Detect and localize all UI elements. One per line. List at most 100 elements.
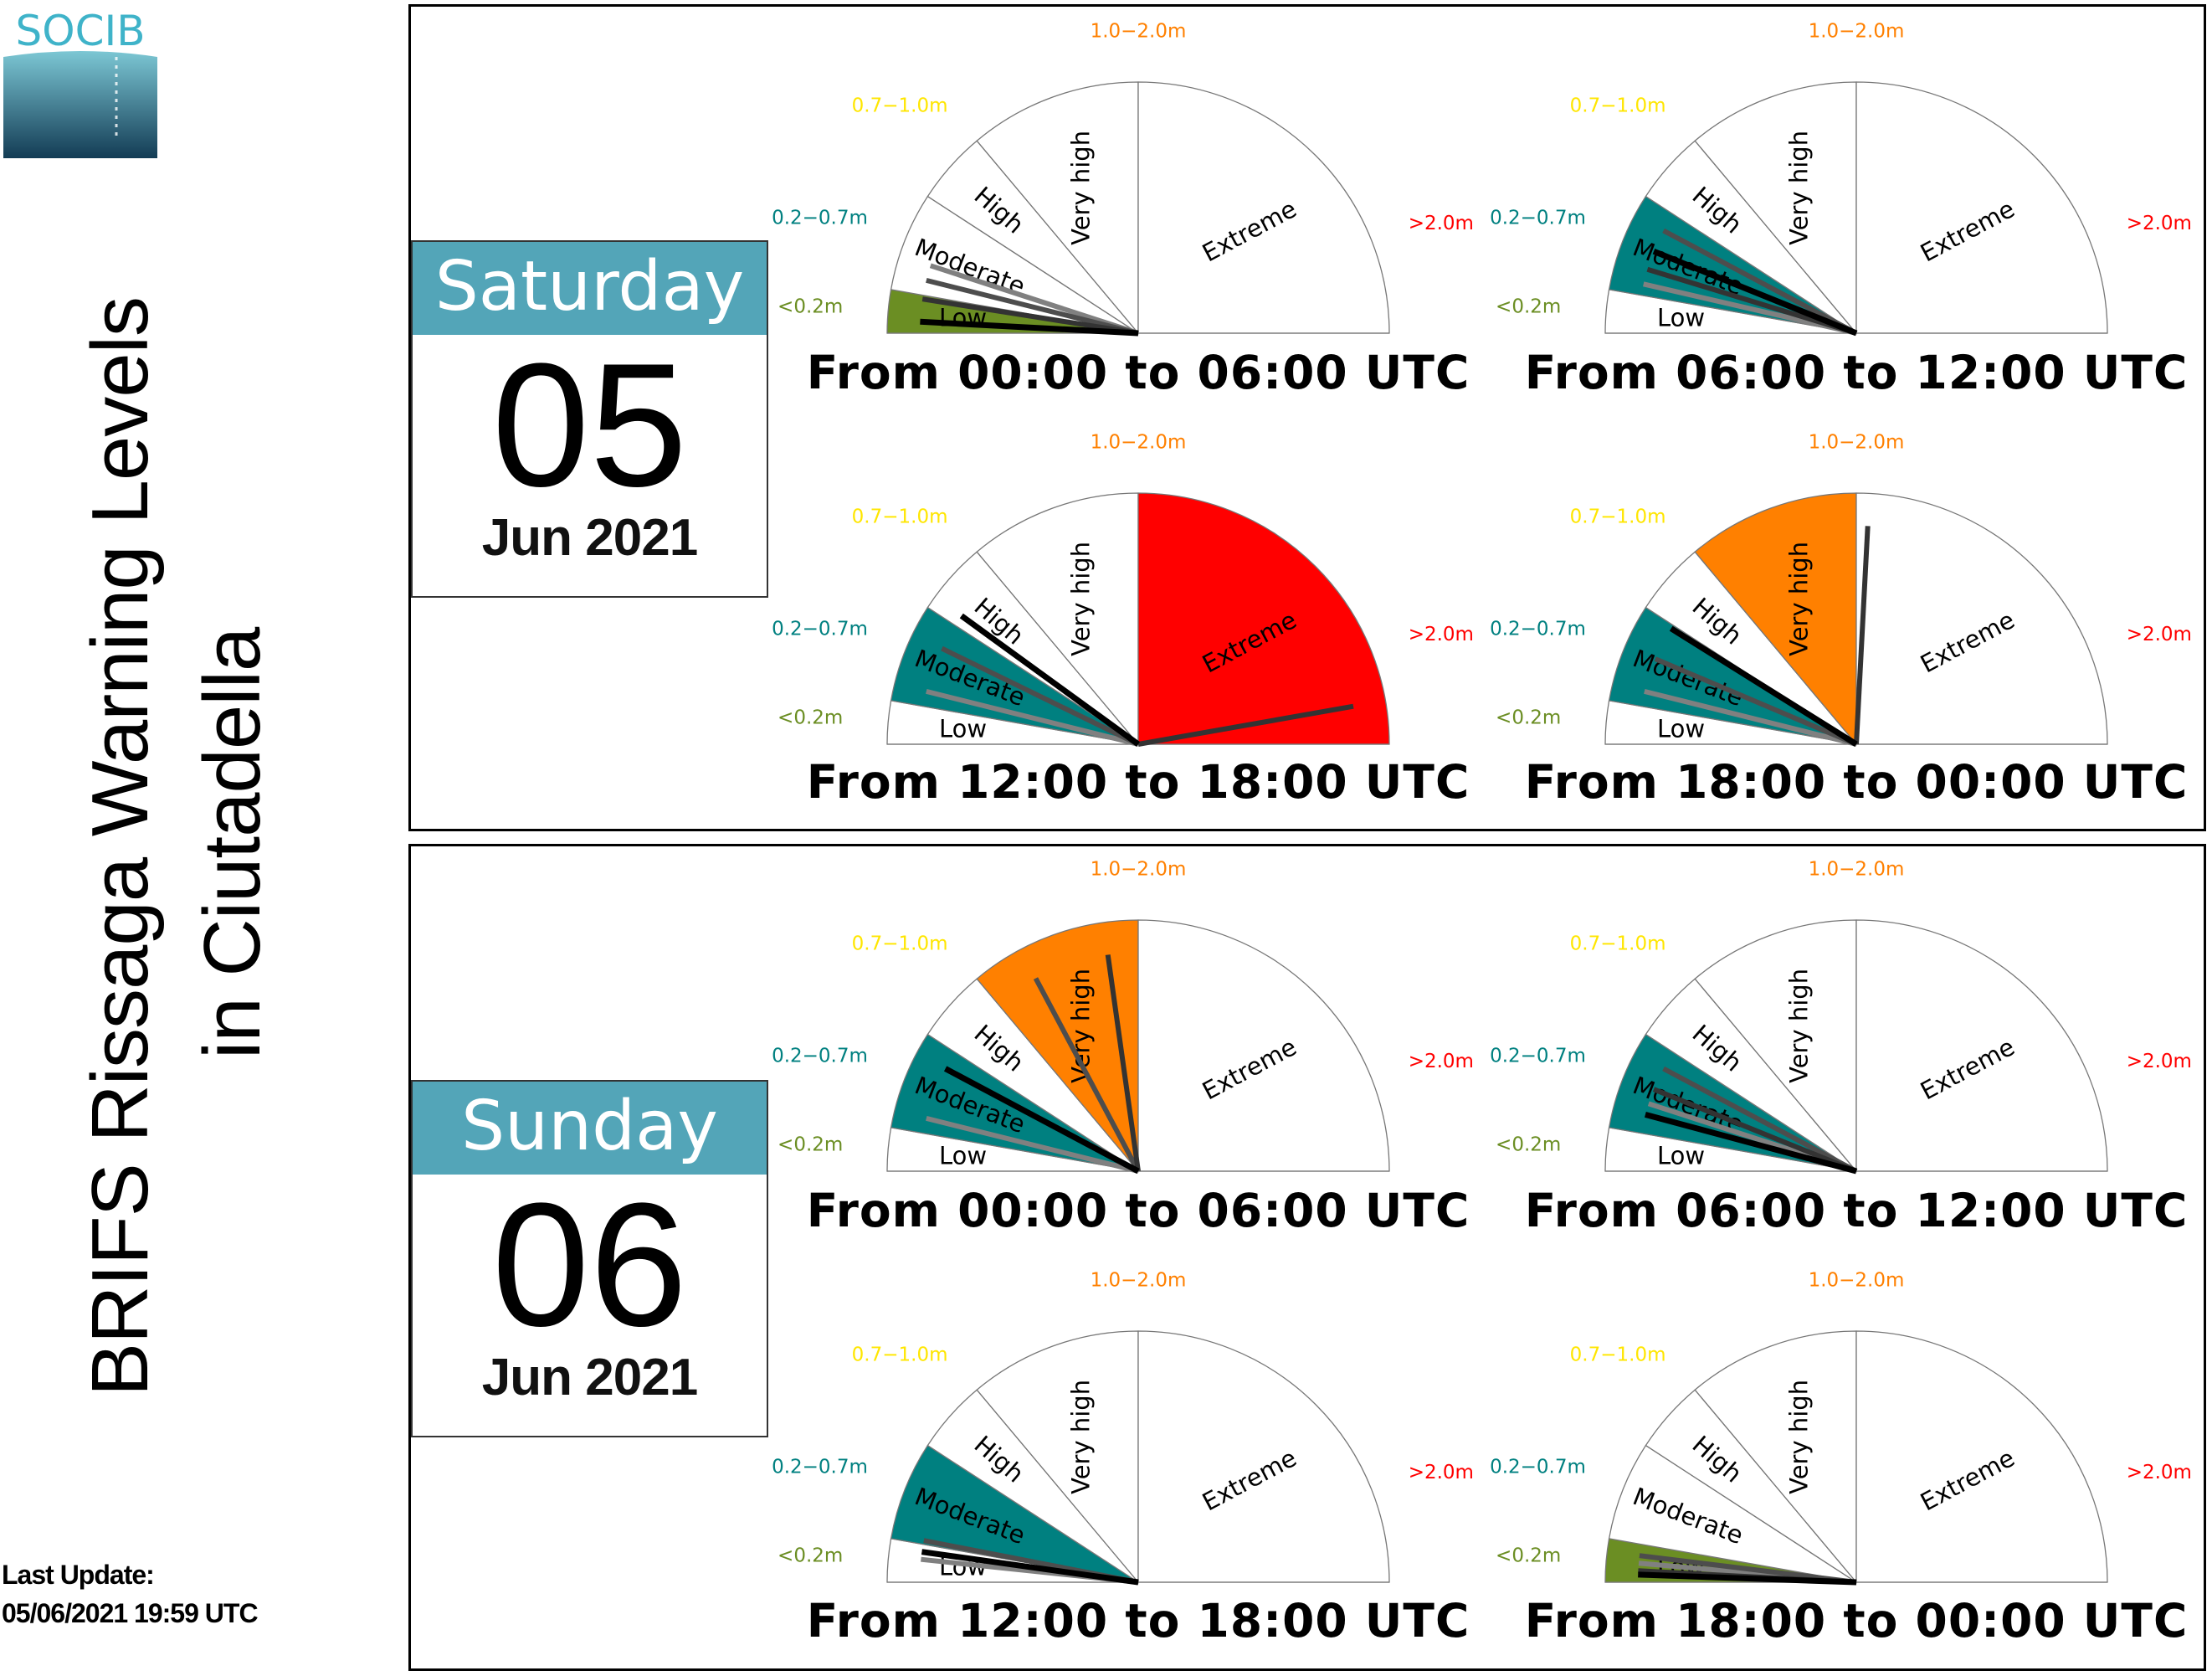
needle	[1652, 1087, 1858, 1174]
last-update-value: 05/06/2021 19:59 UTC	[2, 1598, 259, 1628]
threshold-label: 0.7−1.0m	[852, 506, 948, 527]
threshold-label: 1.0−2.0m	[1809, 859, 1905, 881]
needle	[1646, 266, 1857, 336]
gauge-sector-very-high	[1694, 919, 1857, 1173]
gauge-sector-moderate	[890, 606, 1139, 745]
threshold-label: >2.0m	[1409, 1051, 1474, 1072]
period-label: From 12:00 to 18:00 UTC	[806, 1594, 1470, 1648]
level-label: Low	[1657, 1142, 1705, 1170]
level-label: Very high	[1784, 542, 1813, 656]
last-update: Last Update: 05/06/2021 19:59 UTC	[2, 1555, 259, 1632]
threshold-label: <0.2m	[778, 1134, 843, 1156]
gauge-sector-moderate	[1608, 1444, 1857, 1583]
level-label: Very high	[1784, 1380, 1813, 1494]
level-label: Low	[1657, 304, 1705, 332]
threshold-label: <0.2m	[1496, 1134, 1561, 1156]
threshold-label: 1.0−2.0m	[1809, 432, 1905, 454]
threshold-label: 0.7−1.0m	[1570, 506, 1666, 527]
threshold-label: 0.7−1.0m	[852, 1344, 948, 1365]
period-label: From 06:00 to 12:00 UTC	[1524, 1184, 2189, 1237]
needle	[921, 1549, 1139, 1586]
gauge-sector-very-high	[1694, 81, 1857, 335]
needle	[929, 263, 1139, 336]
title-line-2: in Ciutadella	[187, 626, 277, 1059]
socib-logo: SOCIB	[3, 7, 157, 158]
day-panel-sunday	[408, 844, 2206, 1671]
last-update-label: Last Update:	[2, 1560, 155, 1590]
date-box-saturday: Saturday 05 Jun 2021	[411, 240, 768, 598]
needle	[1662, 228, 1858, 336]
day-number: 05	[491, 326, 688, 523]
period-label: From 06:00 to 12:00 UTC	[1524, 346, 2189, 399]
threshold-label: >2.0m	[1409, 624, 1474, 645]
gauge-sector-extreme	[1137, 492, 1390, 745]
gauge-sector-extreme	[1855, 492, 2108, 745]
threshold-label: <0.2m	[778, 296, 843, 318]
needle	[920, 318, 1139, 337]
gauge-sector-extreme	[1137, 81, 1390, 334]
needle	[943, 1066, 1140, 1175]
needle	[1644, 688, 1857, 747]
gauge-sector-extreme	[1855, 81, 2108, 334]
gauge-sector-very-high	[976, 919, 1139, 1173]
needle	[1652, 248, 1858, 337]
gauge-sector-extreme	[1137, 1330, 1390, 1583]
gauge-sector-extreme	[1855, 919, 2108, 1172]
threshold-label: 0.7−1.0m	[852, 95, 948, 116]
weekday-label: Sunday	[413, 1082, 767, 1175]
level-label: Low	[1657, 715, 1705, 743]
period-label: From 00:00 to 06:00 UTC	[806, 346, 1470, 399]
threshold-label: <0.2m	[778, 707, 843, 729]
level-label: Very high	[1066, 131, 1095, 245]
gauge-sector-very-high	[976, 492, 1139, 746]
threshold-label: 1.0−2.0m	[1091, 432, 1187, 454]
threshold-label: 1.0−2.0m	[1091, 1270, 1187, 1292]
gauge-sector-very-high	[976, 81, 1139, 335]
needle	[1662, 1066, 1858, 1174]
gauge-sector-very-high	[1694, 1330, 1857, 1584]
needle	[1654, 656, 1858, 747]
gauge-sector-extreme	[1855, 1330, 2108, 1583]
gauge-sector-very-high	[1694, 492, 1857, 746]
needle	[1638, 1571, 1857, 1586]
threshold-label: >2.0m	[2127, 624, 2192, 645]
logo-text: SOCIB	[15, 7, 145, 55]
day-panel-saturday	[408, 4, 2206, 831]
gauge-sector-moderate	[890, 195, 1139, 334]
date-box-sunday: Sunday 06 Jun 2021	[411, 1080, 768, 1437]
threshold-label: 0.7−1.0m	[1570, 95, 1666, 116]
needle	[1854, 526, 1871, 745]
needle	[921, 296, 1139, 336]
threshold-label: <0.2m	[1496, 707, 1561, 729]
needle	[1643, 281, 1857, 336]
gauge-sector-extreme	[1137, 919, 1390, 1172]
period-label: From 18:00 to 00:00 UTC	[1524, 1594, 2189, 1648]
gauge-sector-moderate	[1608, 606, 1857, 745]
threshold-label: 0.2−0.7m	[1490, 1045, 1586, 1067]
threshold-label: 0.7−1.0m	[852, 933, 948, 954]
threshold-label: <0.2m	[1496, 296, 1561, 318]
title-line-1: BRIFS Rissaga Warning Levels	[75, 297, 165, 1396]
level-label: Low	[939, 1142, 987, 1170]
needle	[959, 613, 1141, 747]
threshold-label: 0.7−1.0m	[1570, 933, 1666, 954]
needle	[1033, 977, 1141, 1173]
threshold-label: >2.0m	[2127, 213, 2192, 234]
needle	[1669, 625, 1858, 747]
threshold-label: >2.0m	[2127, 1051, 2192, 1072]
threshold-label: 0.2−0.7m	[1490, 1456, 1586, 1478]
weekday-label: Saturday	[413, 242, 767, 335]
threshold-label: 0.7−1.0m	[1570, 1344, 1666, 1365]
threshold-label: 0.2−0.7m	[772, 618, 868, 640]
day-number: 06	[491, 1166, 688, 1363]
needle	[941, 645, 1140, 747]
threshold-label: 1.0−2.0m	[1091, 859, 1187, 881]
level-label: Very high	[1784, 969, 1813, 1083]
threshold-label: >2.0m	[1409, 1462, 1474, 1483]
period-label: From 18:00 to 00:00 UTC	[1524, 755, 2189, 809]
